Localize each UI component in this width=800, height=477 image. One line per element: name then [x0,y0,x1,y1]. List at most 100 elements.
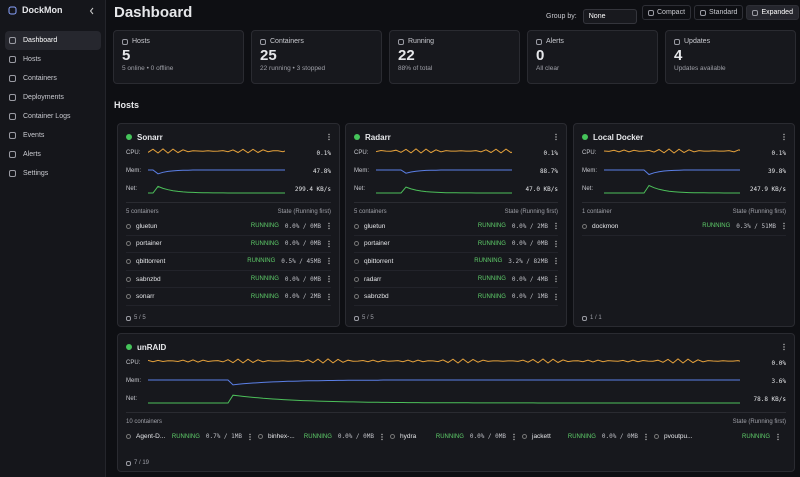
group-by-label: Group by: [546,13,577,20]
menu-icon[interactable] [554,293,558,301]
menu-icon[interactable] [512,433,516,441]
host-footer: 5 / 5 [354,315,374,321]
menu-icon[interactable] [554,222,558,230]
nav-item[interactable]: Containers [5,69,101,88]
container-state: RUNNING [303,433,332,440]
footer-icon [126,460,131,466]
menu-icon[interactable] [554,240,558,248]
list-header: 5 containers State (Running first) [354,202,558,218]
container-state: RUNNING [477,293,506,300]
menu-icon[interactable] [327,240,331,248]
metric-label: Mem: [354,168,369,174]
view-button[interactable]: Expanded [746,5,799,20]
view-label: Expanded [761,9,793,16]
container-status [522,434,527,440]
nav-icon [9,37,16,44]
menu-icon[interactable] [327,275,331,283]
stat-sub: All clear [536,65,560,72]
metric-label: CPU: [126,150,141,156]
nav-item[interactable]: Hosts [5,50,101,69]
list-header: 1 container State (Running first) [582,202,786,218]
menu-icon[interactable] [327,222,331,230]
status-dot [126,344,132,350]
host-footer: 1 / 1 [582,315,602,321]
footer-count: 5 / 5 [134,315,146,321]
menu-icon[interactable] [782,343,786,351]
sparkline-path [148,379,740,386]
menu-icon[interactable] [554,275,558,283]
sparkline-path [148,185,285,194]
sparkline-path [148,169,285,175]
metric-value: 0.1% [543,149,558,157]
view-button[interactable]: Compact [642,5,692,20]
metric-row: Mem: 88.7% [354,162,558,180]
nav-item[interactable]: Deployments [5,88,101,107]
container-count: 1 container [582,209,612,215]
sparkline-path [376,186,512,194]
container-status [126,223,131,229]
container-state: RUNNING [742,433,770,440]
menu-icon[interactable] [782,133,786,141]
collapse-icon[interactable] [89,7,95,15]
container-row: hydra RUNNING 0.0% / 0MB [390,428,522,446]
stat-icon [398,38,404,45]
footer-icon [354,315,359,321]
view-button[interactable]: Standard [694,5,744,20]
container-row: qbittorrent RUNNING 3.2% / 82MB [354,253,558,271]
sort-control[interactable]: State (Running first) [504,209,558,215]
container-name: sabnzbd [136,275,161,283]
sort-control[interactable]: State (Running first) [732,419,786,425]
container-state: RUNNING [477,276,506,283]
sparkline [604,169,740,176]
menu-icon[interactable] [327,257,331,265]
container-name: radarr [364,275,382,283]
menu-icon[interactable] [327,133,331,141]
sparkline [148,185,285,194]
menu-icon[interactable] [380,433,384,441]
nav-item[interactable]: Settings [5,164,101,183]
stat-icon [674,38,680,45]
container-status [126,434,131,440]
container-usage: 0.0% / 0MB [284,240,321,248]
stat-icon [536,38,542,45]
nav-item[interactable]: Alerts [5,145,101,164]
menu-icon[interactable] [776,433,780,441]
nav-item[interactable]: Container Logs [5,107,101,126]
host-card: Local Docker CPU: 0.1% Mem: 39.8% Net: 247.9 K… [573,123,795,327]
metric-row: Net: 299.4 KB/s [126,180,331,198]
menu-icon[interactable] [327,293,331,301]
metric-value: 3.6% [771,377,786,385]
container-state: RUNNING [250,240,279,247]
nav-item[interactable]: Dashboard [5,31,101,50]
sort-control[interactable]: State (Running first) [277,209,331,215]
menu-icon[interactable] [554,257,558,265]
metric-label: Net: [126,396,138,402]
container-name: qbittorrent [136,257,166,265]
sparkline [376,148,512,154]
container-row: portainer RUNNING 0.0% / 0MB [354,236,558,254]
view-icon [752,9,759,16]
container-name: sonarr [136,293,155,301]
group-by-select[interactable]: None [582,9,637,24]
container-usage: 0.0% / 0MB [511,240,548,248]
sort-control[interactable]: State (Running first) [732,209,786,215]
metric-label: Mem: [126,168,141,174]
container-state: RUNNING [474,258,503,265]
menu-icon[interactable] [782,222,786,230]
container-status [258,434,263,440]
metric-row: Mem: 47.8% [126,162,331,180]
view-icon [700,9,707,16]
metric-row: CPU: 0.1% [126,144,331,162]
metric-value: 0.1% [316,149,331,157]
host-card: Radarr CPU: 0.1% Mem: 88.7% Net: 47.0 KB/s 5 co… [345,123,567,327]
container-status [354,223,359,229]
container-status [582,223,587,229]
section-title: Hosts [114,100,140,110]
view-toggle: Compact Standard Expanded [642,5,799,20]
menu-icon[interactable] [644,433,648,441]
nav-item[interactable]: Events [5,126,101,145]
menu-icon[interactable] [248,433,252,441]
menu-icon[interactable] [554,133,558,141]
sparkline-path [376,148,512,154]
container-count: 5 containers [354,209,387,215]
